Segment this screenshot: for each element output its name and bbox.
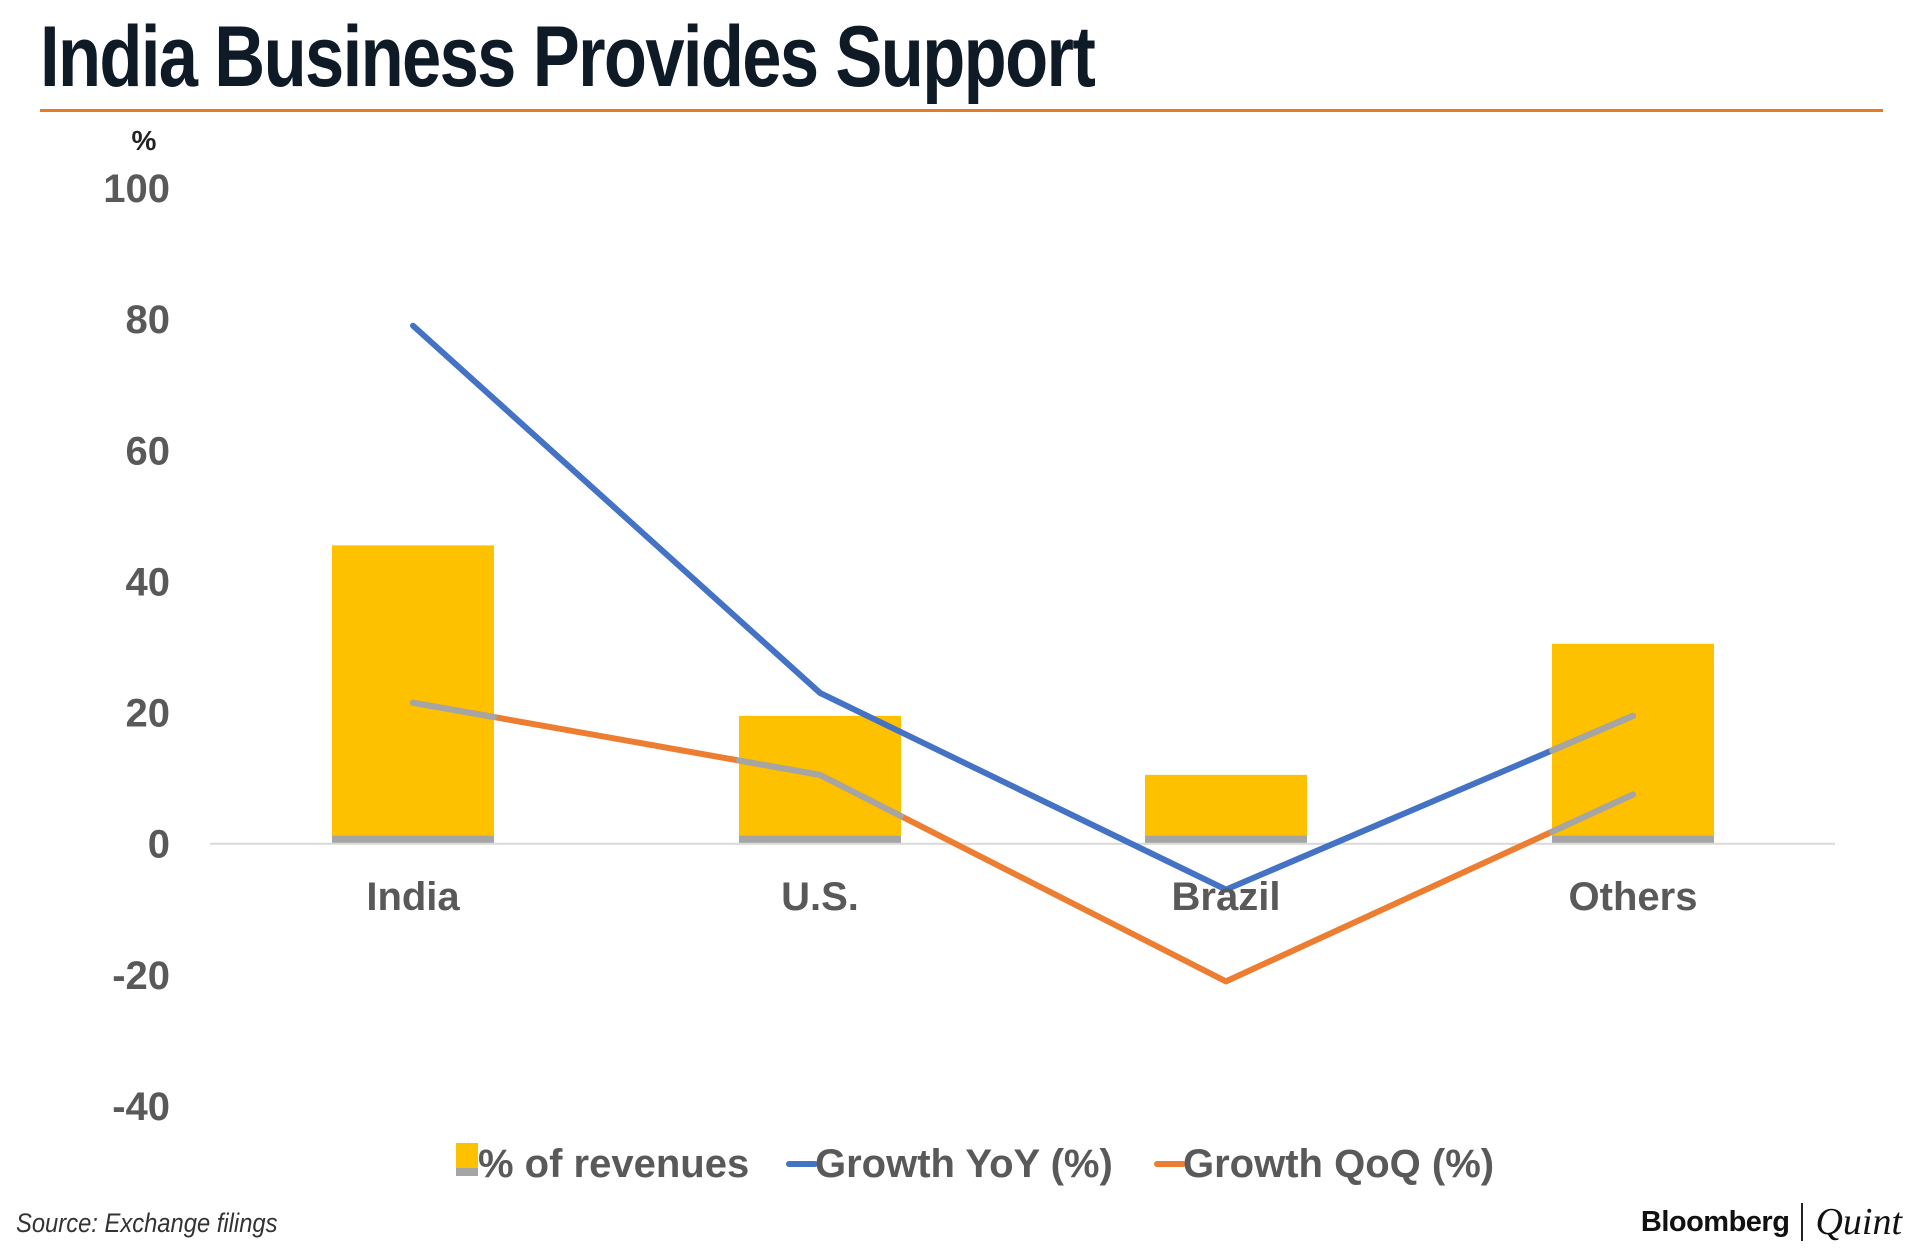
bar-revenues-india [332, 545, 494, 844]
line-growth-qoq [410, 699, 1636, 985]
x-category-label: Others [1569, 875, 1698, 919]
line-growth-yoy [410, 322, 1636, 893]
qoq-overlay-us-left [736, 757, 823, 778]
y-axis-unit-label: % [132, 125, 157, 156]
bar-base-marker [1145, 835, 1307, 844]
y-tick-label: -20 [112, 954, 170, 998]
legend: % of revenues Growth YoY (%) Growth QoQ … [456, 1142, 1494, 1186]
bar-base-marker [1552, 835, 1714, 844]
qoq-overlay-us-right [817, 771, 904, 820]
bar-revenues-us [739, 715, 901, 844]
source-note: Source: Exchange filings [16, 1208, 278, 1238]
yoy-overlay-others [1549, 712, 1636, 754]
chart-title: India Business Provides Support [40, 9, 1096, 105]
brand-separator [1801, 1203, 1804, 1241]
y-tick-label: 60 [126, 429, 171, 473]
legend-revenues-swatch [456, 1143, 478, 1168]
bar-revenues-brazil [1145, 774, 1307, 844]
y-tick-label: 100 [103, 167, 170, 211]
line-series-group [410, 322, 1636, 985]
y-tick-label: 0 [148, 823, 170, 867]
y-tick-label: 40 [126, 560, 171, 604]
x-category-label: U.S. [781, 875, 859, 919]
y-tick-label: 80 [126, 298, 171, 342]
bar-revenues-others [1552, 643, 1714, 844]
title-divider [40, 109, 1883, 112]
legend-revenues-swatch-base [456, 1168, 478, 1176]
legend-qoq-label: Growth QoQ (%) [1183, 1142, 1494, 1186]
legend-yoy-label: Growth YoY (%) [815, 1142, 1113, 1186]
brand-logo: Bloomberg Quint [1641, 1200, 1902, 1244]
qoq-overlay-others [1549, 791, 1636, 835]
legend-revenues-label: % of revenues [478, 1142, 749, 1186]
x-axis-categories: India U.S. Brazil Others [366, 875, 1697, 919]
brand-primary: Bloomberg [1640, 1205, 1790, 1238]
brand-secondary: Quint [1815, 1201, 1902, 1243]
bar-series-group [332, 545, 1714, 844]
y-tick-label: -40 [112, 1085, 170, 1129]
y-axis-ticks: 100 80 60 40 20 0 -20 -40 [103, 167, 170, 1129]
y-tick-label: 20 [126, 692, 171, 736]
x-category-label: Brazil [1172, 875, 1281, 919]
bar-base-marker [739, 835, 901, 844]
x-category-label: India [366, 875, 460, 919]
bar-base-marker [332, 835, 494, 844]
qoq-overlay-india [410, 699, 497, 721]
